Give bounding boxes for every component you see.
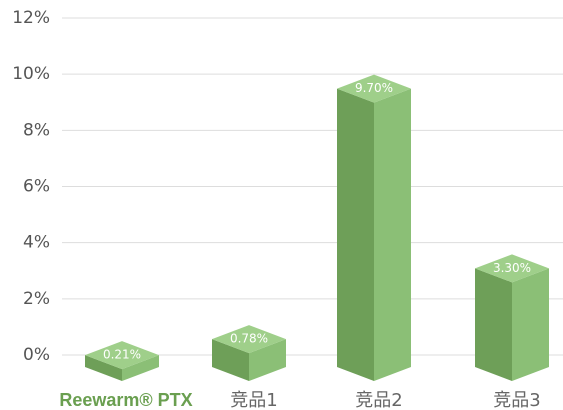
bar-top	[475, 254, 549, 283]
bar-right-face	[249, 339, 286, 381]
bar-top	[337, 74, 411, 103]
bar	[475, 254, 549, 381]
y-tick-label: 0%	[23, 345, 50, 365]
value-label: 3.30%	[493, 261, 531, 275]
bar-top	[85, 341, 159, 370]
bar-right-face	[122, 355, 159, 381]
y-tick-label: 10%	[12, 64, 50, 84]
y-tick-label: 4%	[23, 233, 50, 253]
bar-left-face	[337, 88, 374, 381]
x-tick-label: 竞品1	[230, 390, 277, 410]
y-tick-label: 12%	[12, 8, 50, 28]
x-tick-label: 竞品2	[355, 390, 402, 410]
y-tick-label: 8%	[23, 120, 50, 140]
bar-left-face	[475, 268, 512, 381]
bar	[212, 325, 286, 381]
y-tick-label: 2%	[23, 289, 50, 309]
bar	[337, 74, 411, 381]
bar-right-face	[374, 88, 411, 381]
bar-right-face	[512, 268, 549, 381]
bar-left-face	[212, 339, 249, 381]
bar	[85, 341, 159, 381]
value-label: 0.21%	[103, 348, 141, 362]
value-label: 9.70%	[355, 81, 393, 95]
bar-top	[212, 325, 286, 354]
x-tick-label: 竞品3	[493, 390, 540, 410]
x-tick-label: Reewarm® PTX	[59, 390, 192, 410]
bar-left-face	[85, 355, 122, 381]
y-tick-label: 6%	[23, 177, 50, 197]
value-label: 0.78%	[230, 332, 268, 346]
